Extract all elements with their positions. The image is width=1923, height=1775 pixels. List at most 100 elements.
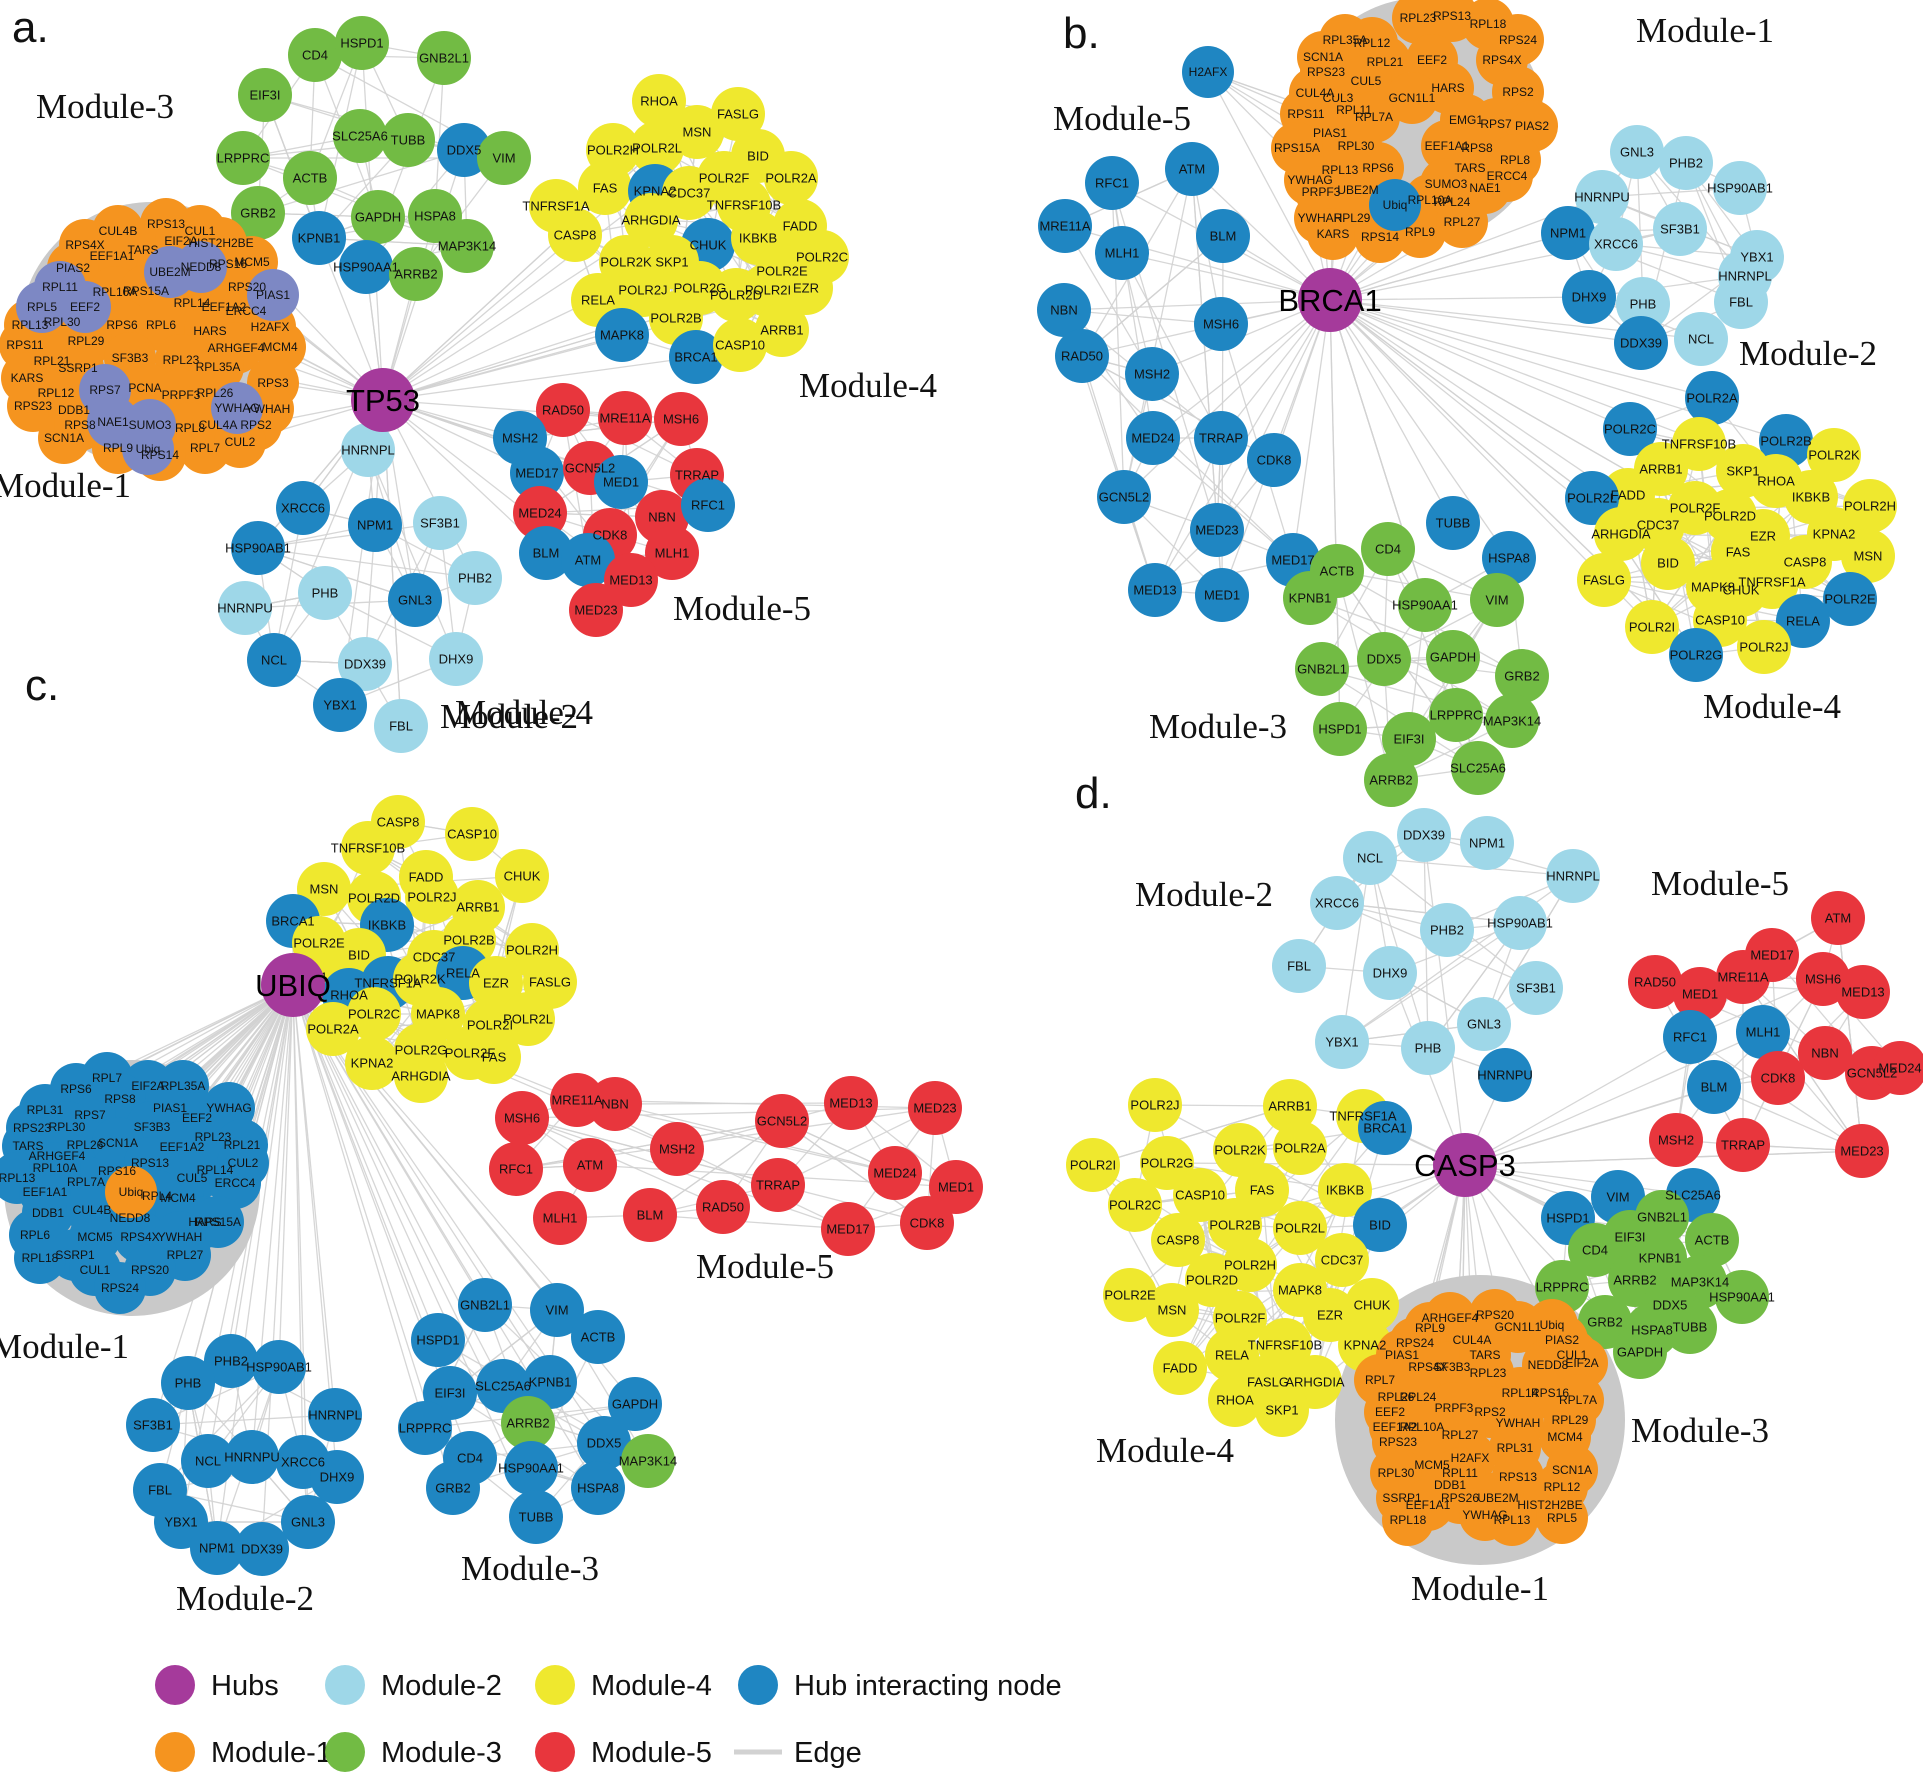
node-CD4 xyxy=(288,28,342,82)
node-CASP8 xyxy=(548,208,602,262)
node-TRRAP xyxy=(751,1158,805,1212)
node-RPS24 xyxy=(94,1262,146,1314)
node-DHX9 xyxy=(429,632,483,686)
node-SF3B1 xyxy=(413,496,467,550)
module-label-a-Module-3: Module-3 xyxy=(36,87,174,126)
node-TNFRSF1A xyxy=(1745,555,1799,609)
node-GNB2L1 xyxy=(1295,642,1349,696)
node-POLR2J xyxy=(1128,1078,1182,1132)
node-POLR2A xyxy=(306,1002,360,1056)
node-HNRNPL xyxy=(341,423,395,477)
node-KARS xyxy=(1307,208,1359,260)
node-NEDD8 xyxy=(175,241,227,293)
module-label-c-Module-2: Module-2 xyxy=(176,1579,314,1618)
nodes-layer xyxy=(0,0,1923,1576)
node-MSN xyxy=(1145,1283,1199,1337)
node-POLR2A xyxy=(1685,371,1739,425)
node-KPNB1 xyxy=(1283,571,1337,625)
node-BRCA1 xyxy=(1358,1101,1412,1155)
node-FAS xyxy=(467,1030,521,1084)
legend-label-Module-5: Module-5 xyxy=(591,1737,712,1769)
node-GNL3 xyxy=(388,573,442,627)
node-MSH6 xyxy=(1194,297,1248,351)
node-DDX5 xyxy=(437,123,491,177)
node-MED13 xyxy=(604,553,658,607)
node-GNL3 xyxy=(1610,125,1664,179)
node-EZR xyxy=(779,261,833,315)
node-GRB2 xyxy=(231,186,285,240)
node-CASP10 xyxy=(713,318,767,372)
node-YWHAG xyxy=(1459,1489,1511,1541)
node-YBX1 xyxy=(1315,1015,1369,1069)
node-ERCC4 xyxy=(209,1157,261,1209)
node-GAPDH xyxy=(1426,630,1480,684)
node-PHB2 xyxy=(204,1334,258,1388)
node-ARRB2 xyxy=(501,1396,555,1450)
node-NPM1 xyxy=(348,498,402,552)
hub-label-UBIQ: UBIQ xyxy=(255,968,331,1003)
node-KPNA2 xyxy=(345,1036,399,1090)
module-label-a-Module-1: Module-1 xyxy=(0,466,131,505)
hub-node-TP53 xyxy=(351,368,415,432)
node-POLR2I xyxy=(1625,600,1679,654)
node-POLR2A xyxy=(764,151,818,205)
node-EIF3I xyxy=(1382,712,1436,766)
panel-letter-d: d. xyxy=(1075,769,1112,818)
node-NBN xyxy=(1037,283,1091,337)
module-label-b-Module-2: Module-2 xyxy=(1739,334,1877,373)
node-CDK8 xyxy=(1751,1051,1805,1105)
node-ARRB1 xyxy=(755,303,809,357)
node-GCN5L2 xyxy=(755,1094,809,1148)
node-HSPD1 xyxy=(411,1313,465,1367)
hub-label-CASP3: CASP3 xyxy=(1414,1148,1516,1183)
node-PHB xyxy=(1616,277,1670,331)
module-label-a-Module-4: Module-4 xyxy=(799,366,937,405)
module-label-d-Module-4: Module-4 xyxy=(1096,1431,1234,1470)
module-label-d-Module-3: Module-3 xyxy=(1631,1411,1769,1450)
node-MED24 xyxy=(1873,1041,1923,1095)
node-RPL5 xyxy=(1536,1492,1588,1544)
hubs-layer: TP53 BRCA1 UBIQ CASP3 xyxy=(255,268,1516,1197)
node-GAPDH xyxy=(1613,1325,1667,1379)
node-MED13 xyxy=(824,1076,878,1130)
node-HSP90AA1 xyxy=(504,1441,558,1495)
module-label-c-Module-4: Module-4 xyxy=(455,693,593,732)
node-POLR2J xyxy=(405,870,459,924)
hub-node-BRCA1 xyxy=(1298,268,1362,332)
node-HSPA8 xyxy=(571,1461,625,1515)
node-MED23 xyxy=(569,583,623,637)
legend-label-Module-3: Module-3 xyxy=(381,1737,502,1769)
node-ARHGDIA xyxy=(1594,507,1648,561)
node-HNRNPL xyxy=(1546,849,1600,903)
node-RAD50 xyxy=(536,383,590,437)
legend-swatch-Module-5 xyxy=(535,1732,575,1772)
node-HNRNPL xyxy=(308,1388,362,1442)
node-MSN xyxy=(1841,529,1895,583)
node-BRCA1 xyxy=(669,330,723,384)
hub-node-CASP3 xyxy=(1433,1133,1497,1197)
node-TNFRSF10B xyxy=(1672,417,1726,471)
node-MAP3K14 xyxy=(440,219,494,273)
node-ACTB xyxy=(571,1310,625,1364)
legend-swatch-Module-2 xyxy=(325,1665,365,1705)
node-Ubiq xyxy=(122,423,174,475)
node-HSP90AB1 xyxy=(1493,896,1547,950)
node-ATM xyxy=(561,533,615,587)
hub-label-BRCA1: BRCA1 xyxy=(1278,283,1381,318)
module-label-d-Module-1: Module-1 xyxy=(1411,1569,1549,1608)
node-PHB2 xyxy=(1420,903,1474,957)
node-RFC1 xyxy=(681,478,735,532)
node-GAPDH xyxy=(351,190,405,244)
node-GNB2L1 xyxy=(417,31,471,85)
node-BLM xyxy=(1196,209,1250,263)
node-MLH1 xyxy=(1736,1005,1790,1059)
node-ACTB xyxy=(283,151,337,205)
node-ATM xyxy=(1811,891,1865,945)
node-MED17 xyxy=(821,1202,875,1256)
node-MSH6 xyxy=(495,1091,549,1145)
node-VIM xyxy=(477,131,531,185)
node-FADD xyxy=(1153,1341,1207,1395)
module-label-b-Module-3: Module-3 xyxy=(1149,707,1287,746)
hub-label-TP53: TP53 xyxy=(346,383,420,418)
